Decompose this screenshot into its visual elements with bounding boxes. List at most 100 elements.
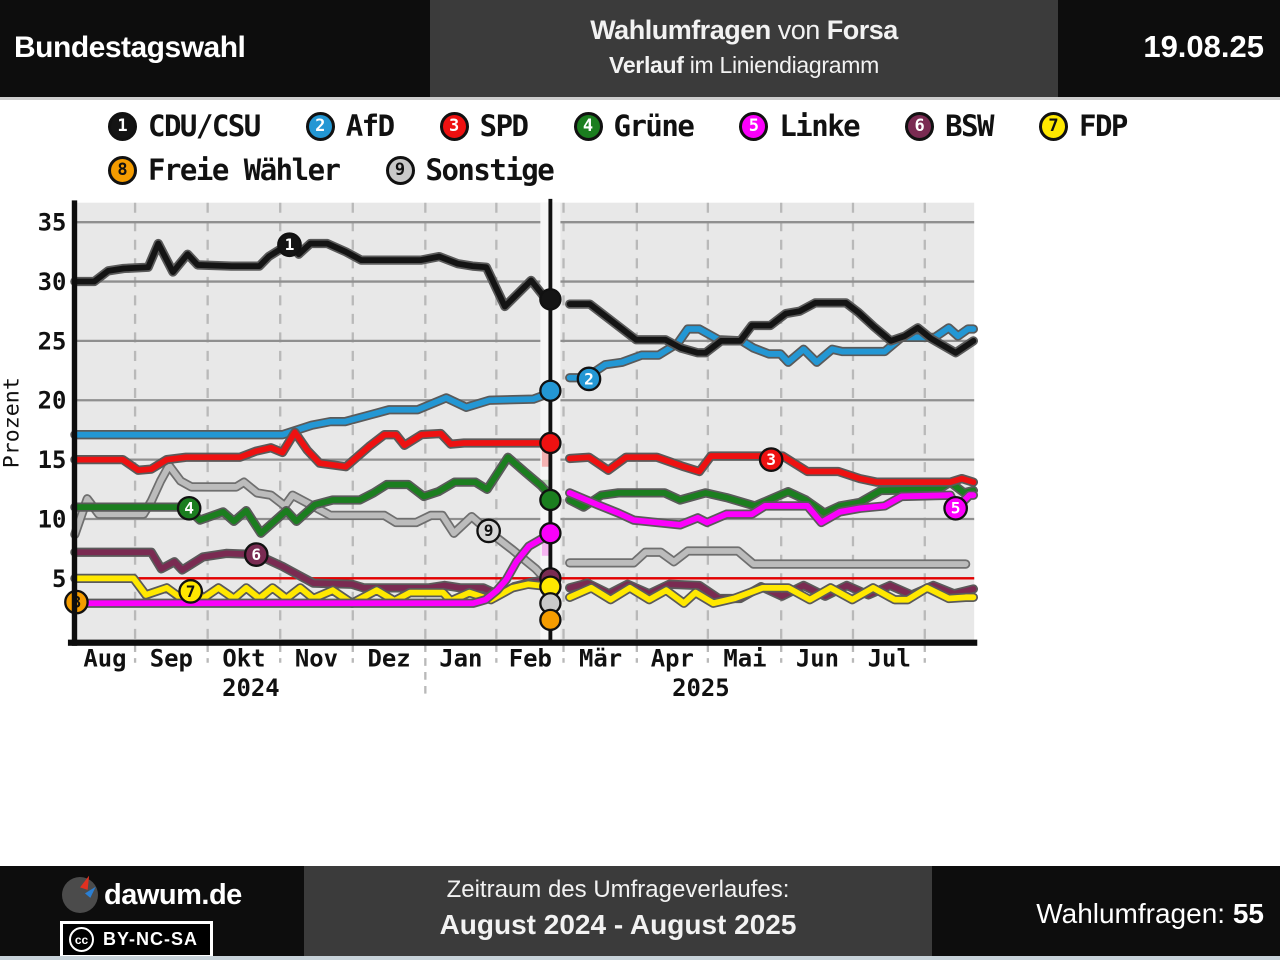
line-badge-6-icon bbox=[243, 542, 269, 567]
x-month-jan: Jan bbox=[439, 645, 482, 673]
header-title-sep: von bbox=[770, 15, 827, 45]
legend-label-afd: AfD bbox=[345, 109, 395, 143]
cc-license-badge: cc BY-NC-SA bbox=[60, 921, 214, 958]
header-title-bold1: Wahlumfragen bbox=[590, 15, 771, 45]
result-dot-cdu-csu bbox=[539, 288, 562, 311]
legend: 1 CDU/CSU 2 AfD 3 SPD 4 Grüne 5 Linke 6 BSW 7 FDP 8 Fre… bbox=[108, 104, 1272, 192]
line-badge-9-icon bbox=[476, 518, 501, 544]
header-subtitle-rest: im Liniendiagramm bbox=[683, 52, 880, 78]
legend-label-spd: SPD bbox=[479, 109, 529, 143]
header-title-left: Bundestagswahl bbox=[14, 31, 246, 64]
legend-badge-gr-ne-icon: 4 bbox=[573, 111, 603, 141]
legend-badge-linke-icon: 5 bbox=[739, 111, 769, 141]
header-center-subtitle: Verlauf im Liniendiagramm bbox=[430, 52, 1058, 79]
series-line-spd bbox=[566, 453, 977, 486]
series-line-cdu-csu bbox=[566, 300, 977, 356]
series-line-gr-ne bbox=[566, 479, 977, 516]
x-month-mai: Mai bbox=[723, 645, 766, 673]
legend-item-freie-w-hler: 8 Freie Wähler bbox=[108, 153, 341, 187]
legend-label-linke: Linke bbox=[779, 109, 860, 143]
brand-name: dawum.de bbox=[104, 879, 242, 911]
line-badge-1-number: 1 bbox=[285, 235, 295, 254]
series-line-sonstige bbox=[71, 462, 553, 589]
footer-period-value: August 2024 - August 2025 bbox=[439, 909, 797, 940]
footer-center-panel: Zeitraum des Umfrageverlaufes: August 20… bbox=[304, 866, 932, 956]
line-badge-4-number: 4 bbox=[184, 499, 194, 518]
line-badge-3-number: 3 bbox=[766, 450, 776, 469]
line-badge-7-number: 7 bbox=[186, 582, 196, 601]
line-badge-6-number: 6 bbox=[251, 545, 261, 564]
y-axis-title: Prozent bbox=[0, 377, 25, 468]
legend-item-cdu-csu: 1 CDU/CSU bbox=[108, 109, 261, 143]
line-badge-3-icon bbox=[758, 447, 784, 472]
legend-badge-afd-icon: 2 bbox=[305, 111, 335, 141]
series-line-spd bbox=[71, 429, 553, 474]
legend-badge-freie-w-hler-icon: 8 bbox=[108, 155, 137, 185]
series-line-linke bbox=[71, 531, 553, 607]
x-year-2025: 2025 bbox=[672, 674, 730, 702]
header-center-title: Wahlumfragen von Forsa bbox=[430, 15, 1058, 46]
legend-item-spd: 3 SPD bbox=[439, 109, 529, 143]
legend-item-bsw: 6 BSW bbox=[905, 109, 995, 143]
result-gap-band bbox=[541, 533, 550, 556]
y-tick-5: 5 bbox=[52, 565, 66, 593]
series-line-gr-ne bbox=[71, 454, 553, 537]
series-line-linke bbox=[566, 489, 977, 528]
header-date: 19.08.25 bbox=[1143, 29, 1264, 64]
y-tick-35: 35 bbox=[38, 209, 67, 237]
header-title-bold2: Forsa bbox=[826, 15, 899, 45]
legend-item-afd: 2 AfD bbox=[305, 109, 395, 143]
legend-item-fdp: 7 FDP bbox=[1039, 109, 1128, 143]
legend-badge-spd-icon: 3 bbox=[439, 111, 469, 141]
y-axis-line bbox=[71, 200, 78, 646]
line-badge-9-number: 9 bbox=[484, 521, 494, 540]
legend-label-gr-ne: Grüne bbox=[613, 109, 695, 143]
poll-line-chart: 8123456793530252015105ProzentAugSepOktNo… bbox=[0, 198, 979, 702]
cc-icon: cc bbox=[69, 927, 94, 952]
x-month-okt: Okt bbox=[222, 645, 265, 673]
legend-badge-cdu-csu-icon: 1 bbox=[108, 111, 137, 141]
y-tick-15: 15 bbox=[38, 446, 67, 474]
line-badge-5-number: 5 bbox=[951, 499, 961, 518]
result-dot-linke bbox=[539, 522, 562, 545]
x-month-apr: Apr bbox=[651, 645, 694, 673]
line-badge-1-icon bbox=[277, 232, 302, 258]
legend-item-gr-ne: 4 Grüne bbox=[573, 109, 695, 143]
x-month-nov: Nov bbox=[295, 645, 338, 673]
line-badge-2-icon bbox=[576, 366, 602, 392]
line-badge-4-icon bbox=[176, 495, 202, 521]
legend-row: 1 CDU/CSU 2 AfD 3 SPD 4 Grüne 5 Linke 6 BSW 7 FDP bbox=[108, 104, 1272, 148]
line-badge-5-icon bbox=[943, 495, 968, 521]
x-month-dez: Dez bbox=[367, 645, 410, 673]
result-dot-spd bbox=[539, 431, 562, 455]
bottom-strip bbox=[0, 956, 1280, 960]
x-axis-line bbox=[67, 639, 978, 646]
series-line-fdp bbox=[566, 584, 977, 607]
legend-badge-fdp-icon: 7 bbox=[1039, 111, 1069, 141]
x-month-m-r: Mär bbox=[579, 645, 622, 673]
legend-label-fdp: FDP bbox=[1079, 109, 1128, 143]
poll-count-label: Wahlumfragen: bbox=[1036, 898, 1233, 929]
legend-badge-sonstige-icon: 9 bbox=[385, 155, 415, 185]
series-line-sonstige bbox=[566, 548, 969, 567]
header-center-panel: Wahlumfragen von Forsa Verlauf im Linien… bbox=[430, 0, 1058, 97]
poll-count-value: 55 bbox=[1232, 898, 1264, 929]
header-separator bbox=[0, 97, 1280, 100]
x-month-feb: Feb bbox=[509, 645, 552, 673]
x-month-jun: Jun bbox=[796, 645, 839, 673]
y-tick-10: 10 bbox=[38, 505, 67, 533]
header-subtitle-bold: Verlauf bbox=[609, 52, 684, 78]
y-tick-20: 20 bbox=[38, 387, 67, 415]
x-year-2024: 2024 bbox=[222, 674, 280, 702]
result-gap-band bbox=[541, 442, 550, 467]
footer-bar: dawum.de cc BY-NC-SA Zeitraum des Umfrag… bbox=[0, 866, 1280, 958]
x-month-jul: Jul bbox=[868, 645, 911, 673]
result-dot-freie-w-hler bbox=[539, 608, 562, 632]
legend-label-bsw: BSW bbox=[945, 109, 994, 143]
poll-count: Wahlumfragen: 55 bbox=[1036, 898, 1264, 930]
x-month-aug: Aug bbox=[83, 645, 126, 673]
result-dot-afd bbox=[539, 379, 562, 402]
legend-item-sonstige: 9 Sonstige bbox=[385, 153, 555, 187]
dawum-logo-icon bbox=[62, 874, 99, 913]
